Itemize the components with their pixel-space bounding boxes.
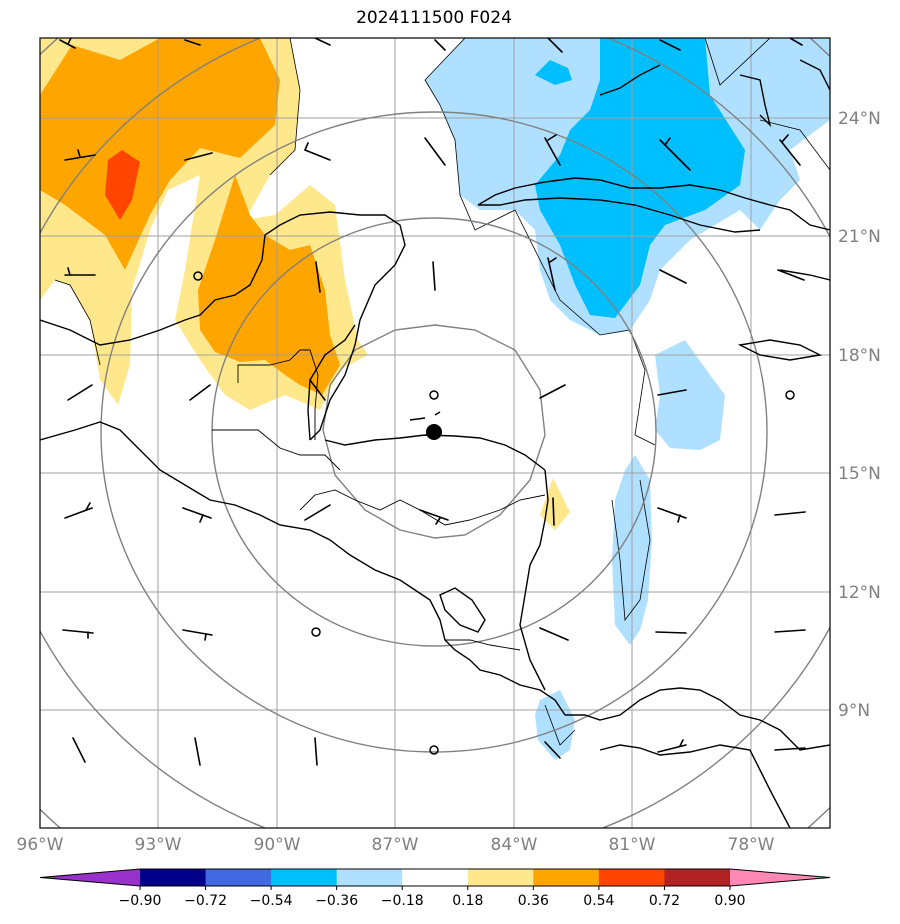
wind-barb (304, 142, 331, 161)
lat-label: 9°N (838, 701, 870, 721)
lon-label: 81°W (609, 835, 656, 855)
negative-anomaly-fields (425, 38, 830, 760)
lat-label: 24°N (838, 109, 881, 129)
wind-barb (657, 389, 687, 396)
wind-barb (552, 497, 555, 526)
colorbar-tick-label: −0.54 (250, 893, 293, 909)
wind-barb (657, 507, 687, 523)
wind-barb (547, 257, 557, 291)
wind-barb (309, 379, 326, 401)
wind-barb (59, 38, 76, 49)
latitude-labels: 24°N 21°N 18°N 15°N 12°N 9°N (838, 109, 881, 721)
wind-barb (789, 38, 803, 46)
coastlines (40, 59, 830, 828)
wind-barb (182, 507, 212, 523)
wind-barb (547, 38, 563, 53)
wind-barb (64, 502, 93, 519)
colorbar-extension-high (730, 869, 830, 886)
wind-barb (544, 134, 561, 166)
longitude-labels: 96°W 93°W 90°W 87°W 84°W 81°W 78°W (17, 835, 775, 855)
wind-barb (779, 134, 801, 166)
blue-field-small (535, 60, 572, 85)
wind-barb (314, 737, 318, 766)
colorbar-segment (336, 869, 403, 886)
wind-barbs (59, 38, 806, 766)
wind-barb (424, 137, 446, 166)
colorbar-segment (467, 869, 534, 886)
lon-label: 96°W (17, 835, 64, 855)
lon-label: 84°W (491, 835, 538, 855)
colorbar-tick-label: 0.90 (714, 893, 745, 909)
wind-barb (182, 629, 213, 641)
wind-barb (194, 737, 201, 766)
wind-barb (657, 739, 687, 753)
wind-barb (655, 631, 687, 634)
lon-label: 78°W (728, 835, 775, 855)
graticule (40, 38, 830, 828)
wind-barb (67, 384, 93, 401)
wind-barb (434, 39, 446, 51)
lat-label: 12°N (838, 583, 881, 603)
wind-barb (304, 504, 331, 521)
colorbar-segment (205, 869, 272, 886)
wind-barb (544, 741, 561, 759)
colorbar-tick-label: 0.36 (518, 893, 549, 909)
colorbar-tick-label: −0.18 (381, 893, 424, 909)
colorbar-tick-label: 0.54 (583, 893, 614, 909)
wind-barb (659, 269, 687, 284)
wind-barb (774, 629, 806, 633)
lon-label: 90°W (254, 835, 301, 855)
colorbar-segment (140, 869, 207, 886)
colorbar-tick-label: −0.36 (315, 893, 358, 909)
borders (212, 349, 546, 651)
wind-barb (184, 152, 213, 161)
orange-field-north (40, 38, 280, 270)
wind-barb (774, 511, 806, 516)
lightblue-field-east (655, 340, 725, 450)
colorbar-segment (598, 869, 665, 886)
colorbar-segment (664, 869, 731, 886)
wind-barb (659, 137, 691, 171)
wind-barb (774, 747, 806, 751)
wind-barb (184, 39, 201, 46)
colorbar-segment (533, 869, 600, 886)
colorbar-tick-label: −0.90 (119, 893, 162, 909)
wind-barb (539, 627, 569, 641)
map-frame (39, 37, 831, 829)
wind-barb (64, 149, 96, 161)
wind-barb (777, 269, 805, 281)
lat-label: 15°N (838, 464, 881, 484)
wind-barb (314, 38, 331, 46)
wind-barb (432, 261, 436, 291)
colorbar-segment (402, 869, 469, 886)
wind-barb (539, 384, 566, 399)
lat-label: 18°N (838, 346, 881, 366)
wind-barb (419, 509, 449, 525)
map-title: 2024111500 F024 (356, 8, 512, 28)
wind-barb (72, 737, 86, 763)
colorbar-extension-low (40, 869, 140, 886)
lon-label: 93°W (135, 835, 182, 855)
red-field (105, 150, 140, 220)
colorbar-tick-label: 0.72 (649, 893, 680, 909)
wind-barb (189, 384, 211, 401)
wind-barb (315, 261, 321, 293)
wind-barb (62, 629, 94, 639)
colorbar-tick-label: −0.72 (184, 893, 227, 909)
colorbar-segment (271, 869, 338, 886)
calm-wind-markers (193, 271, 795, 755)
blue-field-cuba (535, 38, 745, 318)
storm-center-marker (426, 424, 442, 440)
yellow-field-honduras (540, 478, 570, 530)
lat-label: 21°N (838, 227, 881, 247)
colorbar-tick-label: 0.18 (452, 893, 483, 909)
wind-barb (64, 267, 96, 276)
colorbar: −0.90 −0.72 −0.54 −0.36 −0.18 0.18 0.36 0.54 0.7… (39, 868, 831, 909)
wind-barb (659, 39, 681, 51)
lon-label: 87°W (372, 835, 419, 855)
